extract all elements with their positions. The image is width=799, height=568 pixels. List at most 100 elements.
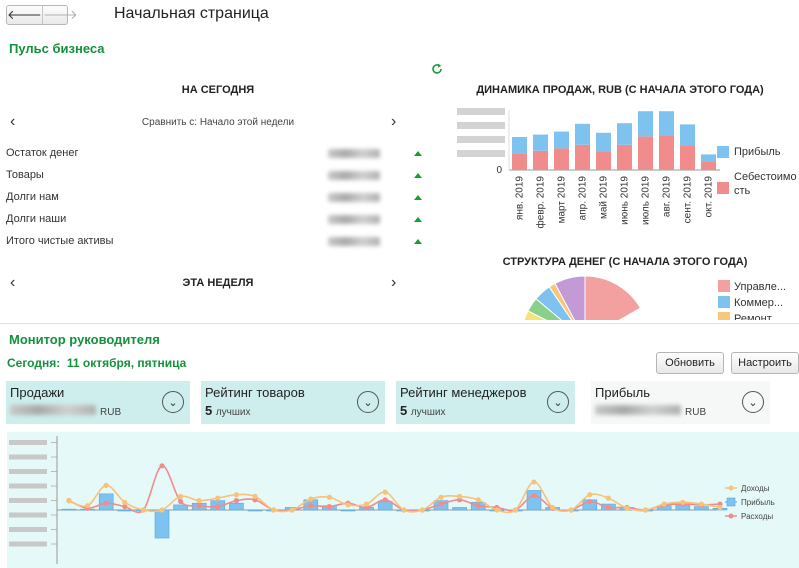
- kpi-card-value: 5 лучших: [400, 403, 446, 418]
- back-button[interactable]: 🡐: [7, 7, 42, 22]
- expand-chevron-icon[interactable]: ⌄: [357, 391, 379, 413]
- pulse-row-label[interactable]: Остаток денег: [6, 147, 79, 159]
- income-point: [103, 482, 109, 488]
- income-point: [122, 499, 128, 505]
- profit-bar: [117, 509, 133, 512]
- trend-up-icon: [414, 195, 422, 200]
- profit-bar: [638, 111, 653, 137]
- income-point: [661, 501, 667, 507]
- profit-bar: [554, 131, 569, 149]
- y-tick-label: [457, 150, 505, 157]
- monitor-chart-panel: [7, 432, 799, 568]
- expense-point: [215, 504, 221, 510]
- legend-label: Расходы: [741, 512, 773, 521]
- kpi-value: 5: [400, 403, 411, 418]
- expense-point: [326, 504, 332, 510]
- legend-swatch: [728, 513, 734, 519]
- kpi-card[interactable]: Продажи RUB ⌄: [6, 381, 190, 424]
- income-point: [215, 495, 221, 501]
- income-point: [494, 507, 500, 513]
- sales-chart: 0 янв. 2019 февр. 2019 март 2019 апр. 2019 ма…: [457, 108, 797, 228]
- kpi-card[interactable]: Прибыль RUB ⌄: [591, 381, 770, 424]
- y-tick-label: [9, 454, 47, 460]
- expand-chevron-icon[interactable]: ⌄: [162, 391, 184, 413]
- kpi-card-value: 5 лучших: [205, 403, 251, 418]
- legend-swatch: [717, 182, 729, 194]
- pulse-row-label[interactable]: Долги наши: [6, 213, 67, 225]
- legend-swatch: [718, 296, 730, 308]
- week-header: ЭТА НЕДЕЛЯ: [182, 277, 254, 289]
- monitor-chart: Доходы Прибыль Расходы: [9, 436, 775, 564]
- expense-point: [122, 504, 128, 510]
- legend-label: Управле...: [734, 281, 786, 293]
- profit-bar: [617, 123, 632, 145]
- monitor-section-title: Монитор руководителя: [9, 332, 160, 347]
- kpi-card[interactable]: Рейтинг менеджеров 5 лучших ⌄: [396, 381, 575, 424]
- nav-buttons: 🡐 🡒: [6, 5, 78, 25]
- money-chart-title: СТРУКТУРА ДЕНЕГ (С НАЧАЛА ЭТОГО ГОДА): [502, 256, 748, 268]
- pulse-row-value: [328, 237, 380, 246]
- prev-period-chevron-icon[interactable]: ‹: [10, 113, 16, 130]
- profit-bar: [229, 502, 244, 511]
- pie-slice: [584, 275, 642, 320]
- income-point: [85, 503, 91, 509]
- profit-bar: [452, 507, 467, 511]
- kpi-unit: лучших: [215, 407, 251, 418]
- pulse-row-label[interactable]: Товары: [6, 169, 44, 181]
- legend-swatch: [717, 146, 729, 158]
- pulse-row-label[interactable]: Долги нам: [6, 191, 59, 203]
- refresh-button[interactable]: Обновить: [656, 352, 724, 374]
- income-point: [698, 501, 705, 507]
- profit-bar: [61, 508, 77, 511]
- profit-bar: [247, 509, 263, 512]
- expense-point: [308, 503, 314, 509]
- expense-point: [382, 497, 388, 503]
- profit-bar: [512, 137, 527, 154]
- income-point: [233, 492, 239, 498]
- y-tick-label: [457, 122, 505, 129]
- refresh-icon[interactable]: [430, 62, 444, 76]
- expense-point: [159, 463, 165, 469]
- week-next-chevron-icon[interactable]: ›: [391, 274, 397, 291]
- y-tick-label: 0: [496, 165, 502, 176]
- profit-bar: [680, 124, 695, 146]
- expand-chevron-icon[interactable]: ⌄: [547, 391, 569, 413]
- kpi-card-value: RUB: [595, 403, 706, 418]
- kpi-card-title: Рейтинг товаров: [205, 385, 305, 400]
- trend-up-icon: [414, 239, 422, 244]
- income-point: [419, 507, 425, 513]
- profit-bar: [575, 123, 590, 145]
- pulse-section-title: Пульс бизнеса: [9, 41, 105, 56]
- kpi-unit: лучших: [410, 407, 446, 418]
- y-tick-label: [9, 527, 47, 532]
- legend-label: Ремонт: [734, 313, 772, 320]
- y-tick-label: [9, 512, 47, 518]
- income-point: [289, 507, 295, 513]
- income-point: [512, 507, 518, 513]
- next-period-chevron-icon[interactable]: ›: [391, 113, 397, 130]
- compare-selector[interactable]: Сравнить с: Начало этой недели: [141, 117, 295, 128]
- expand-chevron-icon[interactable]: ⌄: [742, 391, 764, 413]
- legend-label: Коммер...: [734, 297, 783, 309]
- today-value: 11 октября, пятница: [66, 356, 187, 370]
- income-point: [345, 502, 351, 508]
- kpi-card[interactable]: Рейтинг товаров 5 лучших ⌄: [201, 381, 385, 424]
- pulse-row-value: [328, 215, 380, 224]
- income-point: [178, 493, 184, 499]
- today-date: Сегодня: 11 октября, пятница: [7, 356, 186, 370]
- income-point: [438, 494, 444, 500]
- cost-bar: [533, 150, 548, 170]
- income-point: [587, 492, 593, 498]
- income-point: [550, 504, 556, 511]
- profit-bar: [533, 134, 548, 151]
- expense-point: [587, 498, 593, 505]
- income-point: [308, 496, 314, 502]
- settings-button[interactable]: Настроить: [731, 352, 799, 374]
- y-tick-label: [9, 440, 47, 445]
- forward-button[interactable]: 🡒: [41, 6, 78, 24]
- week-prev-chevron-icon[interactable]: ‹: [10, 274, 16, 291]
- y-tick-label: [457, 108, 505, 115]
- pulse-row-label[interactable]: Итого чистые активы: [6, 235, 114, 247]
- x-tick-label: май 2019: [599, 176, 610, 219]
- income-point: [457, 493, 463, 499]
